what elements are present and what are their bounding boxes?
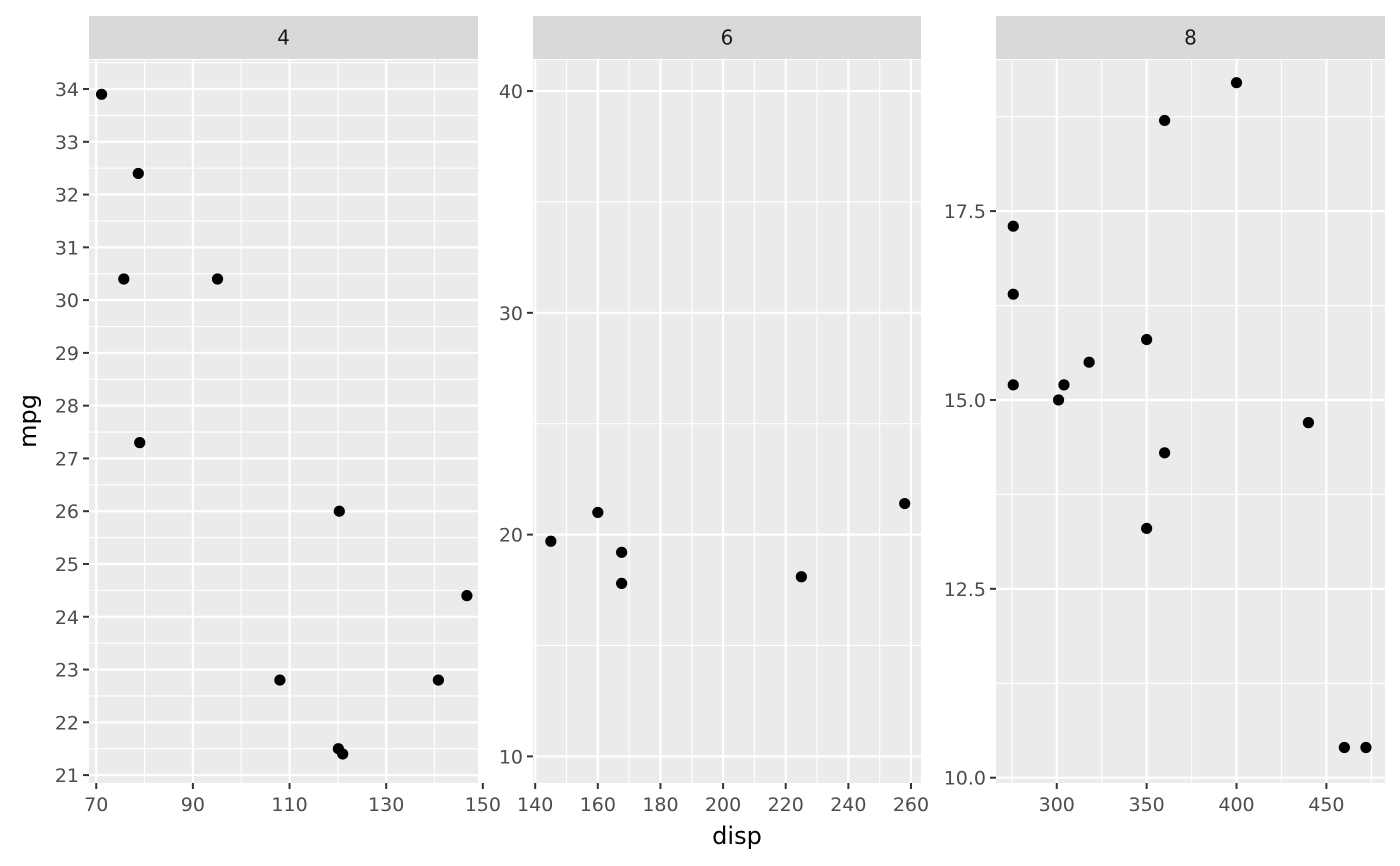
data-point: [333, 505, 345, 517]
data-point: [134, 437, 146, 449]
facet-strip: [533, 16, 921, 59]
x-tick-label: 110: [271, 794, 307, 816]
x-tick-label: 300: [1039, 794, 1075, 816]
data-point: [1159, 114, 1171, 127]
x-tick-label: 200: [705, 794, 741, 816]
facet-panel-6: 6 140 160 180 200 220 240 260 10 20 30 40: [499, 16, 929, 816]
panel-background: [89, 60, 478, 783]
data-point: [616, 577, 628, 589]
y-tick-label: 28: [55, 396, 79, 418]
data-point: [1007, 288, 1019, 300]
x-tick-label: 140: [517, 794, 553, 816]
facet-strip: [996, 16, 1385, 59]
x-tick-label: 160: [580, 794, 616, 816]
facet-strip-label: 4: [277, 26, 290, 50]
data-point: [1230, 77, 1243, 89]
data-point: [1159, 447, 1171, 459]
x-tick-label: 150: [465, 794, 501, 816]
facet-panel-8: 8 300 350 400 450 10.0 12.5 15.0 17.5: [944, 16, 1385, 816]
y-tick-label: 10.0: [944, 768, 986, 790]
data-point: [1007, 379, 1019, 391]
y-tick-label: 31: [55, 237, 79, 259]
data-point: [461, 590, 473, 602]
data-point: [1141, 522, 1153, 535]
data-point: [1360, 741, 1372, 754]
y-tick-label: 34: [55, 79, 79, 101]
y-tick-label: 26: [55, 501, 79, 523]
y-tick-label: 21: [55, 765, 79, 787]
x-axis-title: disp: [712, 822, 762, 850]
panel-background: [996, 60, 1385, 783]
facet-strip-label: 6: [721, 26, 734, 50]
x-tick-label: 70: [84, 794, 108, 816]
y-tick-label: 20: [499, 525, 523, 547]
data-point: [1058, 379, 1070, 391]
y-tick-label: 30: [55, 290, 79, 312]
y-tick-label: 33: [55, 132, 79, 154]
x-tick-label: 450: [1308, 794, 1344, 816]
facet-strip: [89, 16, 478, 59]
y-tick-label: 15.0: [944, 390, 986, 412]
data-point: [1141, 333, 1153, 346]
x-tick-label: 130: [368, 794, 404, 816]
y-axis-title: mpg: [14, 394, 42, 448]
y-tick-label: 10: [499, 746, 523, 768]
facet-panel-4: 4 70 90 110 130 150 21 22 23 24 25 26 27 28 29 30 31 32 33…: [55, 16, 501, 816]
panel-background: [533, 60, 921, 783]
facet-strip-label: 8: [1184, 26, 1197, 50]
data-point: [274, 674, 286, 686]
x-tick-label: 400: [1218, 794, 1254, 816]
y-tick-label: 29: [55, 343, 79, 365]
data-point: [1007, 220, 1019, 232]
data-point: [95, 88, 108, 100]
x-tick-label: 180: [642, 794, 678, 816]
data-point: [1052, 394, 1065, 406]
facet-panels: 4 70 90 110 130 150 21 22 23 24 25 26 27 28 29 30 31 32 33…: [55, 16, 1385, 816]
data-point: [616, 546, 628, 558]
data-point: [132, 167, 144, 180]
y-tick-label: 23: [55, 660, 79, 682]
y-tick-label: 24: [55, 607, 79, 629]
y-tick-label: 12.5: [944, 579, 986, 601]
x-tick-label: 220: [768, 794, 804, 816]
data-point: [211, 273, 224, 285]
data-point: [545, 535, 557, 547]
y-tick-label: 30: [499, 303, 523, 325]
data-point: [899, 497, 911, 510]
data-point: [1302, 417, 1315, 429]
data-point: [1338, 741, 1350, 754]
x-tick-label: 90: [181, 794, 205, 816]
data-point: [432, 674, 444, 686]
y-tick-label: 17.5: [944, 201, 986, 223]
y-tick-label: 32: [55, 185, 79, 207]
x-tick-label: 260: [893, 794, 929, 816]
data-point: [795, 571, 807, 583]
data-point: [337, 748, 349, 760]
y-tick-label: 40: [499, 81, 523, 103]
y-tick-label: 27: [55, 448, 79, 470]
data-point: [118, 273, 130, 285]
y-tick-label: 22: [55, 712, 79, 734]
x-tick-label: 350: [1129, 794, 1165, 816]
x-tick-label: 240: [830, 794, 866, 816]
data-point: [592, 506, 604, 519]
y-tick-label: 25: [55, 554, 79, 576]
data-point: [1083, 356, 1095, 368]
